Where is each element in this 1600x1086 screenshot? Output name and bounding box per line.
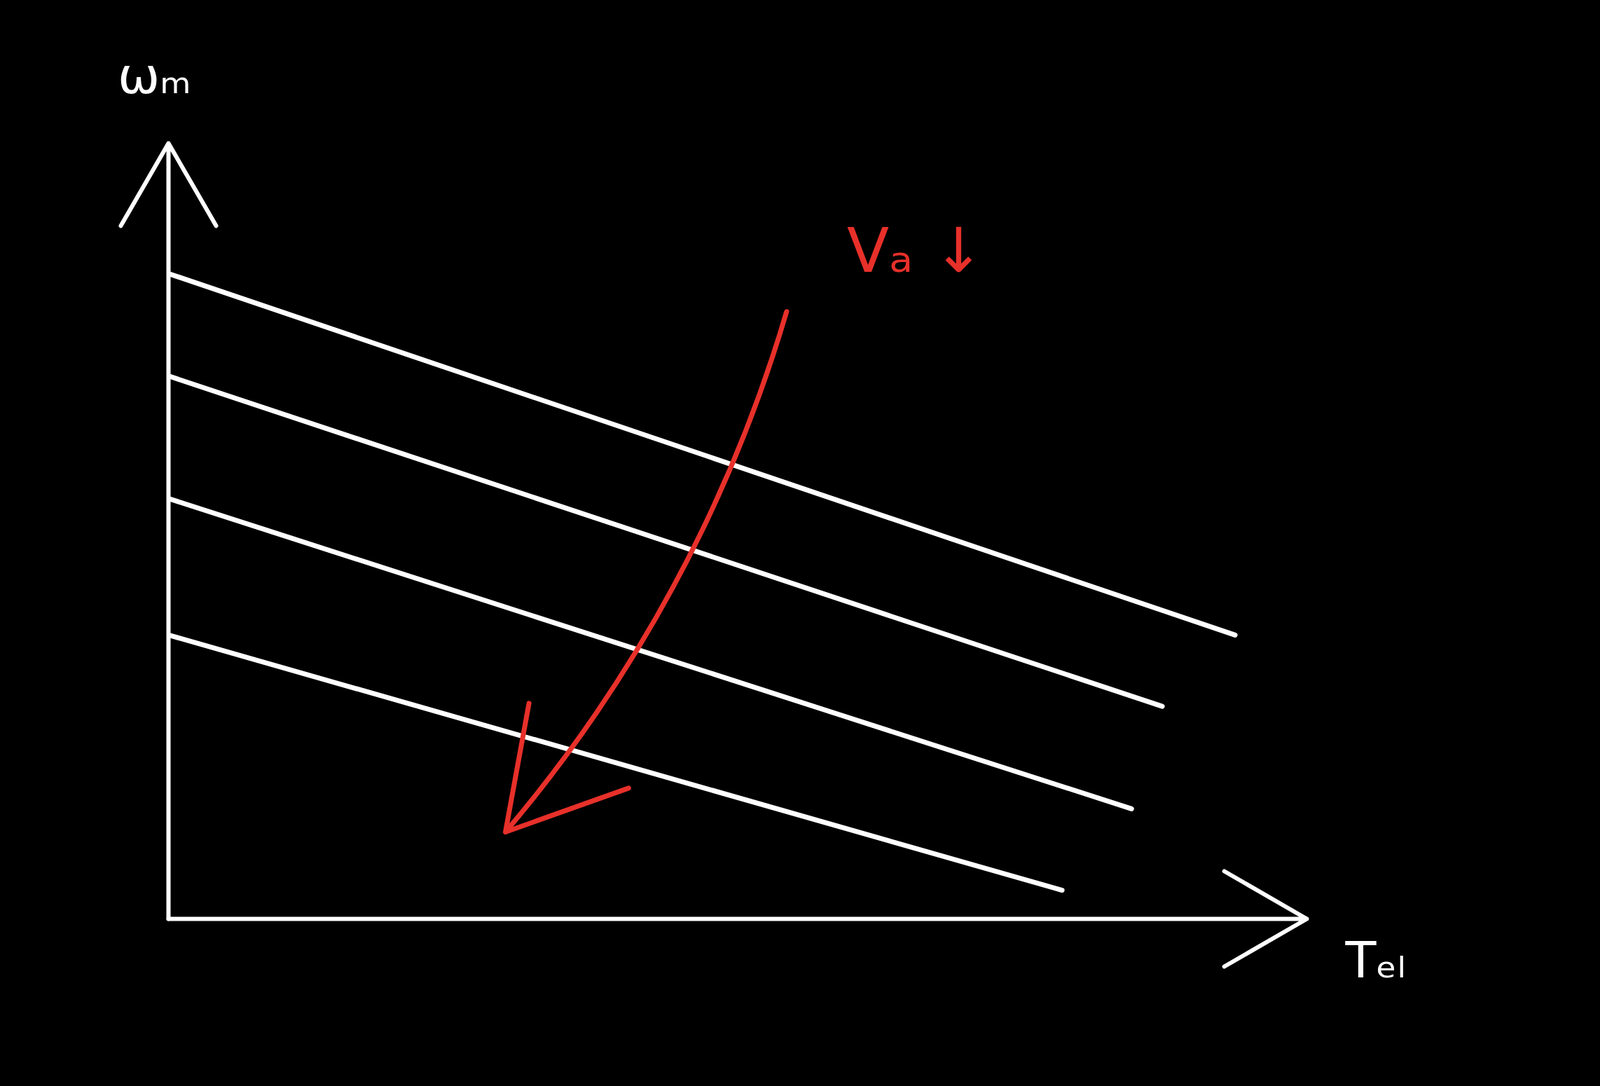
svg-text:Tₑₗ: Tₑₗ	[1345, 930, 1406, 990]
svg-text:Vₐ ↓: Vₐ ↓	[846, 214, 985, 287]
svg-text:ωₘ: ωₘ	[117, 46, 192, 106]
